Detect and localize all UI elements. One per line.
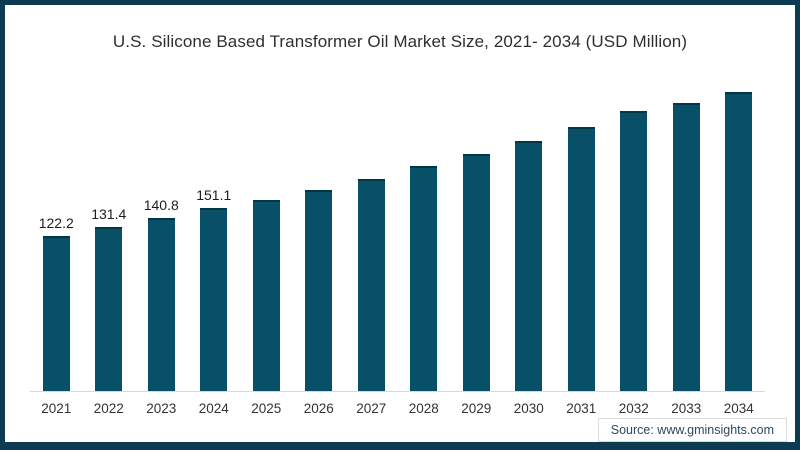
bar — [672, 103, 700, 391]
chart-title: U.S. Silicone Based Transformer Oil Mark… — [112, 32, 688, 51]
bar — [95, 227, 123, 391]
bar-value-label: 151.1 — [196, 187, 232, 203]
x-axis-tick-label: 2032 — [618, 401, 649, 416]
bar-group — [660, 103, 713, 391]
plot-area: 122.2 131.4 140.8 151.1 — [30, 85, 765, 392]
bar — [620, 111, 648, 391]
bar-value-label: 122.2 — [38, 215, 74, 231]
bar-group — [555, 127, 608, 391]
bar-group — [503, 141, 556, 391]
bar-group — [450, 154, 503, 391]
bar — [515, 141, 543, 391]
bar — [567, 127, 595, 391]
bar — [42, 236, 70, 391]
bar-group — [240, 200, 293, 391]
x-axis-tick-label: 2025 — [251, 401, 282, 416]
bar — [410, 166, 438, 391]
bar — [725, 92, 753, 391]
bar-group: 122.2 — [30, 215, 83, 391]
bar-group: 140.8 — [135, 197, 188, 391]
x-axis-tick-label: 2021 — [41, 401, 72, 416]
x-axis-tick-label: 2026 — [303, 401, 334, 416]
x-axis-tick-label: 2034 — [723, 401, 754, 416]
bar-group: 131.4 — [83, 206, 136, 391]
bar — [462, 154, 490, 391]
source-credit: Source: www.gminsights.com — [597, 418, 787, 442]
x-axis-tick-label: 2030 — [513, 401, 544, 416]
bar-group — [608, 111, 661, 391]
bar — [200, 208, 228, 391]
bar — [147, 218, 175, 391]
x-axis-tick-label: 2023 — [146, 401, 177, 416]
bar-group — [293, 190, 346, 391]
bar-value-label: 140.8 — [143, 197, 179, 213]
bar — [357, 179, 385, 391]
x-axis-tick-label: 2022 — [93, 401, 124, 416]
x-axis-tick-label: 2031 — [566, 401, 597, 416]
x-axis-tick-label: 2027 — [356, 401, 387, 416]
x-axis-labels: 2021 2022 2023 2024 2025 2026 2027 2028 2029 2030… — [30, 401, 765, 416]
x-axis-tick-label: 2028 — [408, 401, 439, 416]
x-axis-tick-label: 2033 — [671, 401, 702, 416]
bar-group — [345, 179, 398, 391]
bar — [252, 200, 280, 391]
bar — [305, 190, 333, 391]
bar-group — [398, 166, 451, 391]
x-axis-tick-label: 2029 — [461, 401, 492, 416]
bar-group — [713, 92, 766, 391]
x-axis-tick-label: 2024 — [198, 401, 229, 416]
bar-value-label: 131.4 — [91, 206, 127, 222]
bar-group: 151.1 — [188, 187, 241, 391]
